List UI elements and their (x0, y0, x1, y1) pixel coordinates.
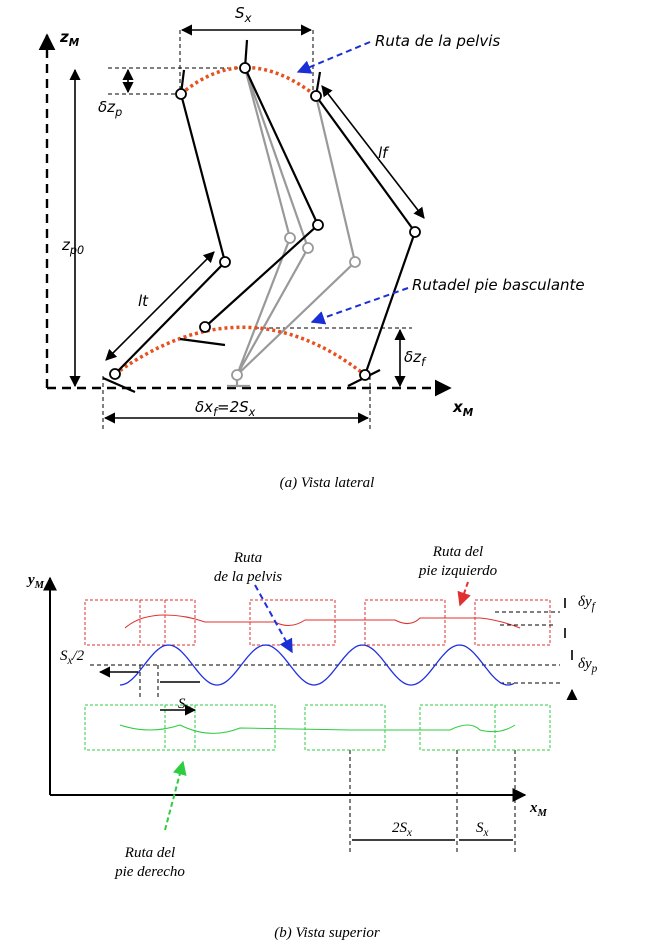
joint (310, 90, 322, 102)
route-label: de la pelvis (214, 569, 282, 585)
label: Sx (235, 4, 253, 25)
subscript: p (114, 106, 122, 119)
label-part: δy (578, 656, 592, 672)
label-part: S (476, 820, 484, 836)
joint (239, 62, 251, 74)
pelvis-pointer (296, 41, 371, 74)
label-part: lf (378, 144, 390, 162)
route-label: pie izquierdo (418, 563, 498, 579)
label: Ruta de la pelvis (375, 32, 500, 50)
subscript: x (244, 11, 253, 25)
subscript: f (213, 406, 219, 419)
top-view (43, 576, 572, 855)
pelvis-path (119, 644, 515, 686)
label-part: =2S (217, 398, 249, 416)
subscript: x (185, 703, 191, 715)
joint (312, 219, 324, 231)
label: Sx/2 (60, 648, 85, 667)
lt-arrow (105, 251, 215, 361)
subscript: M (34, 580, 45, 591)
label-part: /2 (71, 648, 84, 664)
label: δzp (98, 98, 122, 119)
subscript: x (483, 827, 489, 839)
subscript: M (537, 808, 548, 819)
joint (199, 321, 211, 333)
label: δzf (404, 348, 427, 369)
subscript: x (67, 655, 73, 667)
label: δyp (578, 656, 598, 675)
label: Sx (476, 820, 489, 839)
joint (284, 232, 296, 244)
right-foot-boxes (84, 704, 551, 751)
label-part: z (59, 28, 69, 46)
subscript: p (591, 663, 598, 675)
left-foot-boxes (84, 599, 551, 646)
foot-pointer (310, 287, 409, 325)
label-part: z (61, 236, 71, 254)
joint (231, 369, 243, 381)
label-part: x (529, 800, 538, 816)
label: Rutadel pie basculante (412, 276, 585, 294)
dimension-arrows (100, 672, 513, 841)
label: δyf (578, 594, 597, 613)
joint (109, 368, 121, 380)
pelvis-pointer (254, 584, 293, 654)
label-part: δy (578, 594, 592, 610)
right-foot-pointer (164, 760, 187, 831)
subscript: f (592, 601, 597, 613)
label: zp0 (61, 236, 84, 257)
delta-arrows (565, 598, 572, 700)
subscript: M (69, 37, 80, 49)
label: δxf=2Sx (195, 398, 256, 419)
right-foot-path (119, 724, 516, 734)
label-part: δz (98, 98, 116, 116)
joint (175, 88, 187, 100)
grey-legs (227, 67, 357, 388)
left-foot-path (124, 614, 521, 629)
label-part: y (26, 572, 35, 588)
label-part: S (235, 4, 245, 22)
joint (302, 242, 314, 254)
joint (219, 256, 231, 268)
lf-arrow (321, 85, 425, 219)
label: 2Sx (392, 820, 412, 839)
label-part: Ruta de la pelvis (375, 32, 500, 50)
subscript: M (463, 407, 474, 419)
label: Sx (178, 696, 191, 715)
joint (359, 369, 371, 381)
label-part: lt (138, 292, 149, 310)
axis-label: zM (59, 28, 80, 49)
route-label: Ruta del (124, 845, 175, 861)
subscript: x (248, 406, 256, 419)
axis-label: xM (529, 800, 548, 819)
route-label: Ruta (233, 550, 262, 566)
label-part: Rutadel pie basculante (412, 276, 585, 294)
subscript: f (421, 356, 427, 369)
label-part: δz (404, 348, 422, 366)
subscript: x (406, 827, 412, 839)
guide-lines (102, 30, 412, 432)
route-label: pie derecho (114, 864, 185, 880)
joint (349, 256, 361, 268)
axis-label: yM (26, 572, 45, 591)
label-part: x (452, 398, 464, 416)
label: lf (378, 144, 390, 162)
subscript: p0 (69, 244, 84, 257)
axis-label: xM (452, 398, 474, 419)
lateral-view (38, 24, 452, 432)
label-part: S (60, 648, 68, 664)
route-label: Ruta del (432, 544, 483, 560)
caption: (b) Vista superior (274, 925, 380, 941)
label-part: S (178, 696, 186, 712)
left-foot-pointer (457, 581, 471, 607)
joint (409, 226, 421, 238)
caption: (a) Vista lateral (280, 475, 375, 491)
label-part: δx (195, 398, 213, 416)
label: lt (138, 292, 149, 310)
label-part: 2S (392, 820, 408, 836)
foot-path (113, 325, 367, 377)
